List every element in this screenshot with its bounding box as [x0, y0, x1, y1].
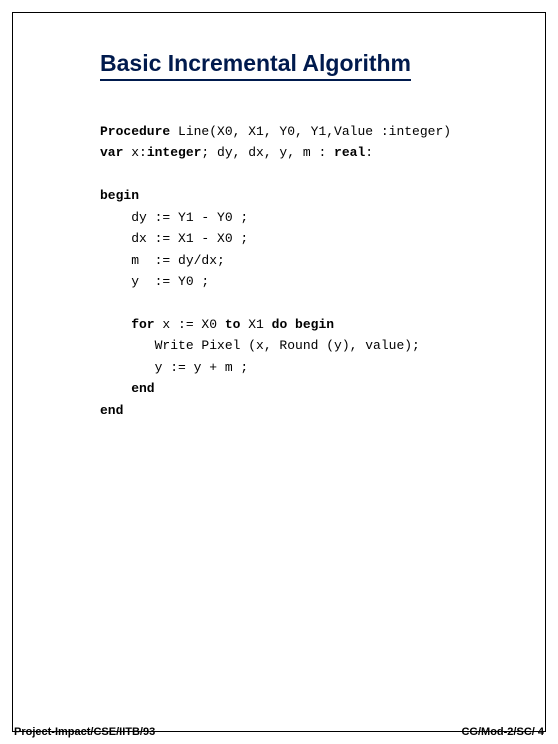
kw-integer: integer	[147, 145, 202, 160]
code-line: m := dy/dx;	[100, 253, 225, 268]
kw-to: to	[225, 317, 241, 332]
kw-do-begin: do begin	[272, 317, 334, 332]
code-text: x := X0	[155, 317, 225, 332]
code-text: :	[365, 145, 373, 160]
footer-left: Project-Impact/CSE/IITB/93	[14, 726, 155, 738]
kw-real: real	[334, 145, 365, 160]
kw-end-inner: end	[100, 381, 155, 396]
kw-begin: begin	[100, 188, 139, 203]
kw-end-outer: end	[100, 403, 123, 418]
code-text: ; dy, dx, y, m :	[201, 145, 334, 160]
slide-title: Basic Incremental Algorithm	[100, 50, 411, 81]
code-block: Procedure Line(X0, X1, Y0, Y1,Value :int…	[100, 121, 538, 421]
code-line: y := y + m ;	[100, 360, 248, 375]
code-text: x:	[123, 145, 146, 160]
code-text: X1	[240, 317, 271, 332]
code-line: dx := X1 - X0 ;	[100, 231, 248, 246]
footer: Project-Impact/CSE/IITB/93 CG/Mod-2/SC/ …	[14, 726, 544, 738]
code-text: Line(X0, X1, Y0, Y1,Value :integer)	[170, 124, 451, 139]
code-line: Write Pixel (x, Round (y), value);	[100, 338, 420, 353]
kw-for: for	[100, 317, 155, 332]
footer-right: CG/Mod-2/SC/ 4	[461, 726, 544, 738]
kw-procedure: Procedure	[100, 124, 170, 139]
slide-content: Basic Incremental Algorithm Procedure Li…	[100, 50, 538, 421]
code-line: dy := Y1 - Y0 ;	[100, 210, 248, 225]
kw-var: var	[100, 145, 123, 160]
code-line: y := Y0 ;	[100, 274, 209, 289]
